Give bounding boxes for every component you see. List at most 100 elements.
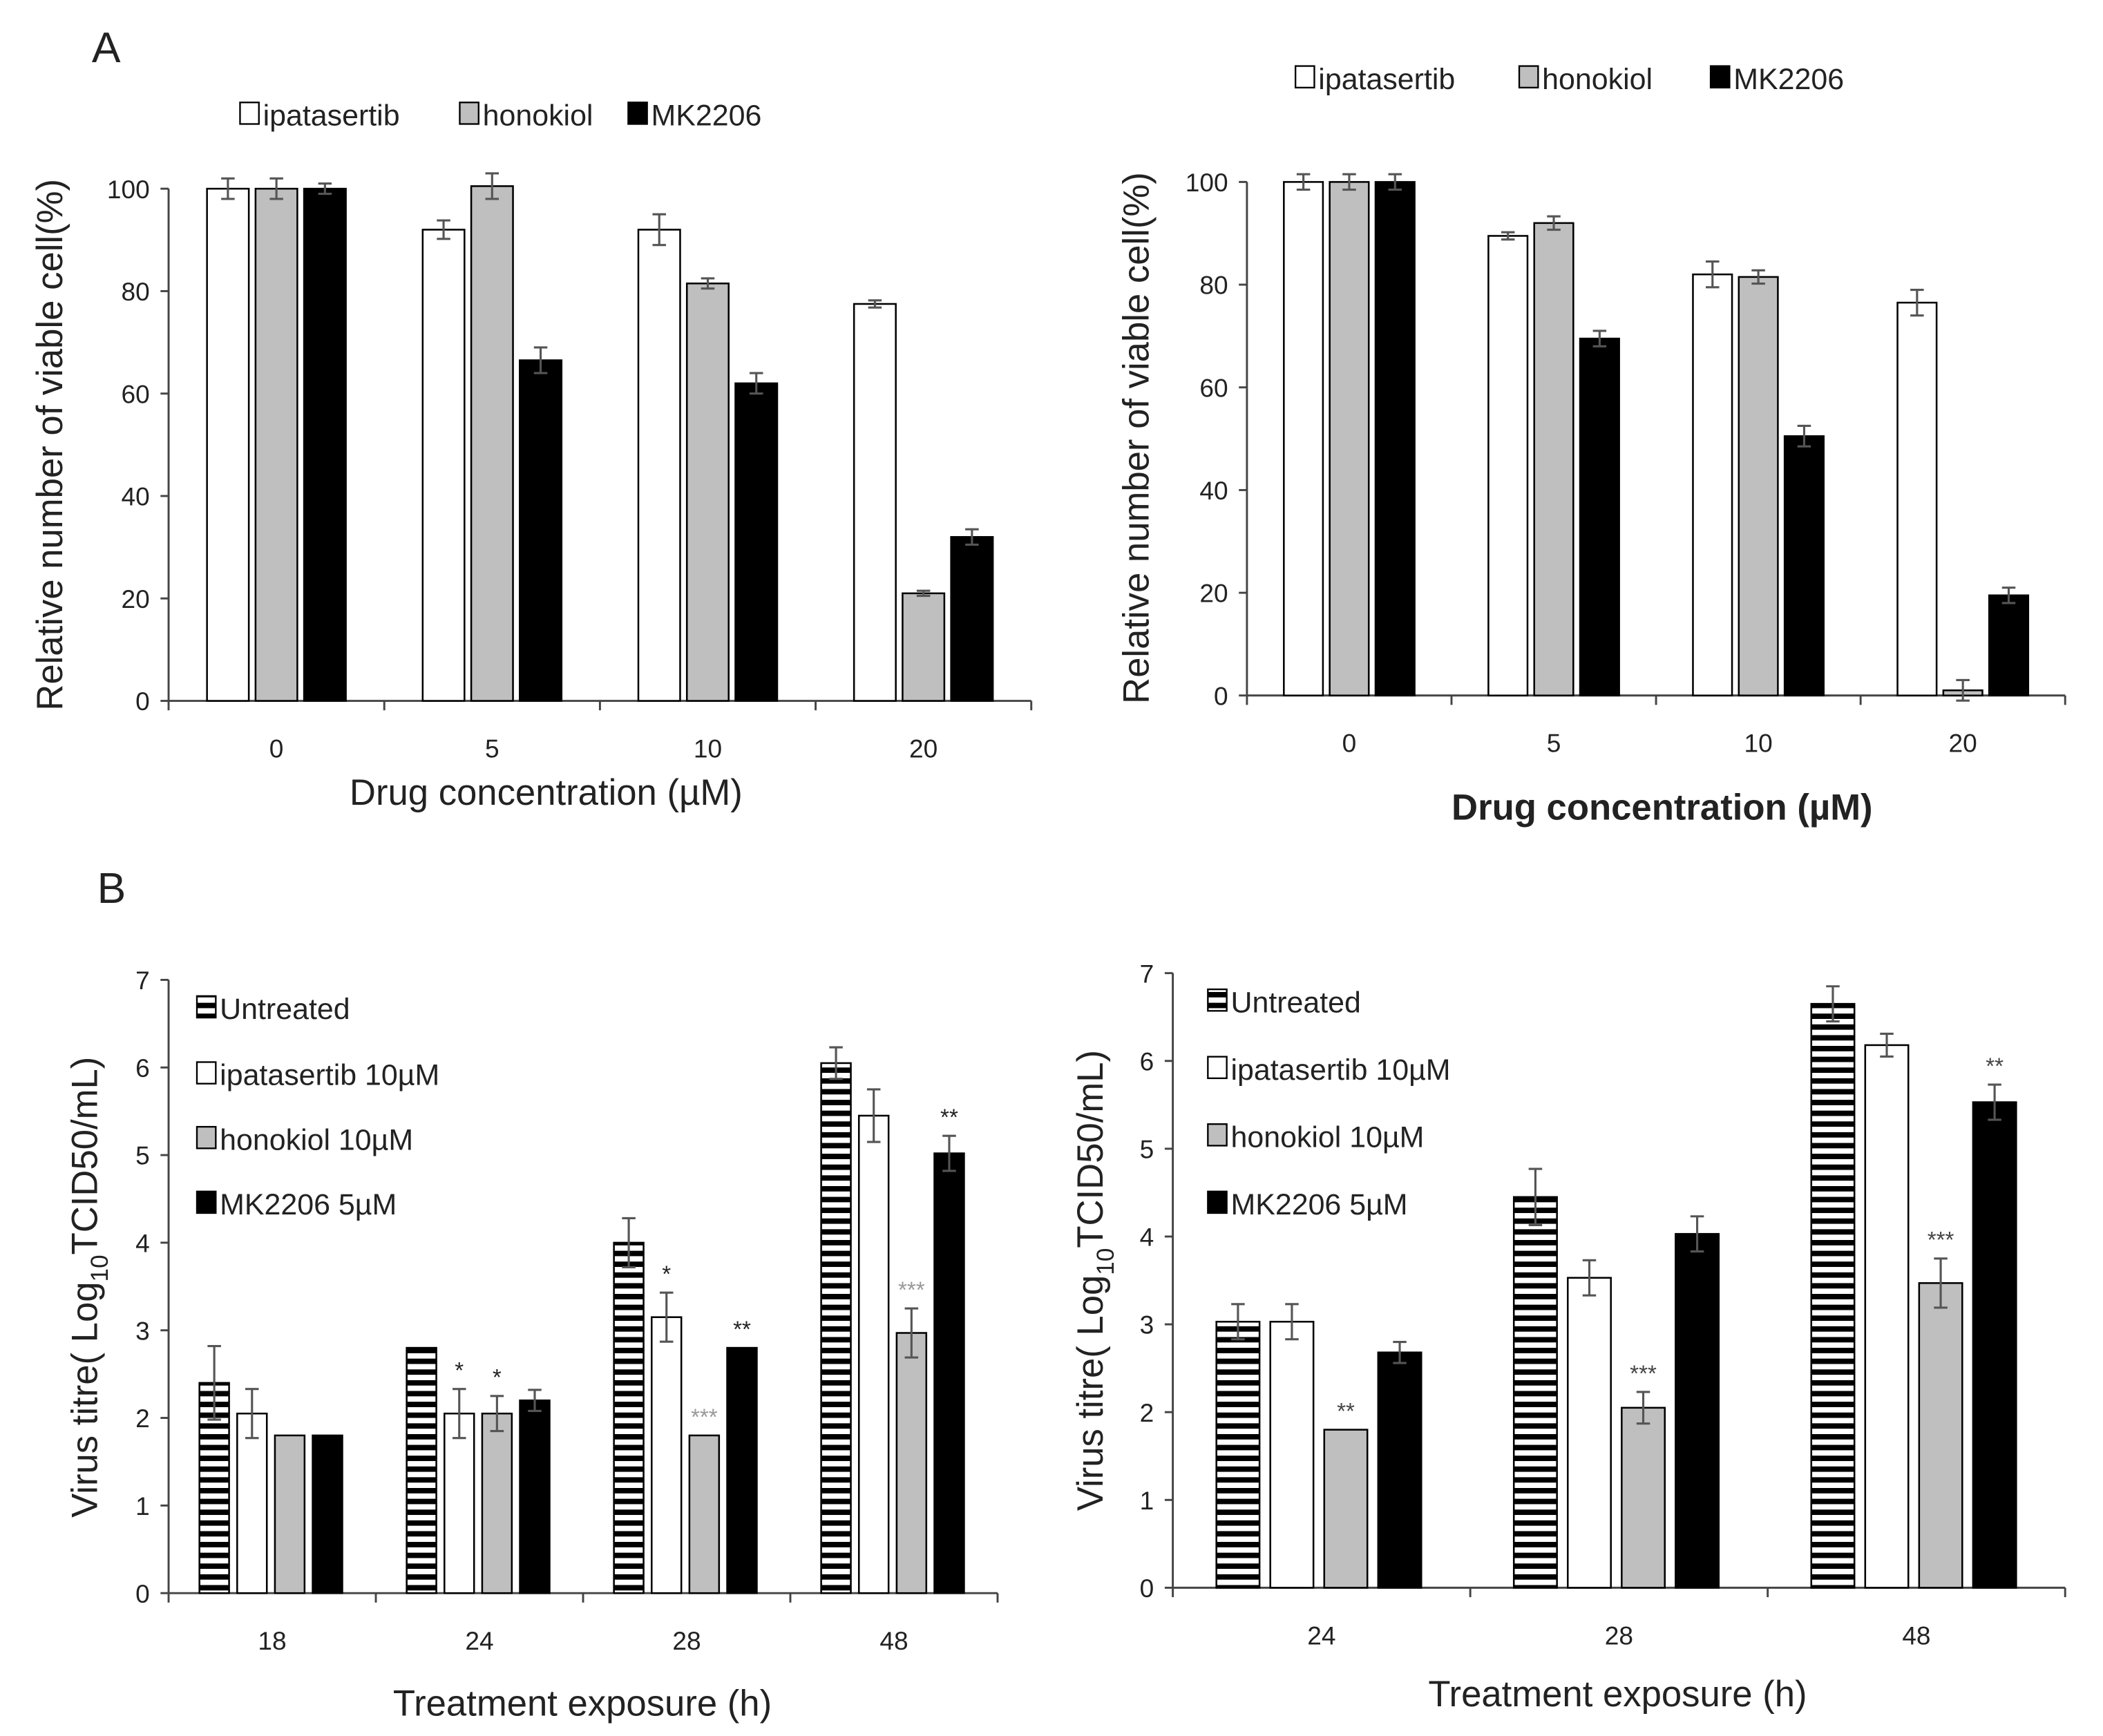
bar-mk2206 [933,1152,965,1594]
x-tick-label: 5 [485,734,499,763]
bar-ipatasertib [1283,181,1324,697]
bar-mk2206 [734,382,779,702]
bar-mk2206 [1675,1232,1720,1589]
legend-swatch [1207,1123,1228,1147]
bar-mk2206 [1972,1101,2017,1589]
y-tick-label: 100 [107,175,150,204]
x-axis-label: Treatment exposure (h) [1428,1674,1807,1715]
y-tick-label: 20 [1199,579,1228,608]
y-axis-label: Virus titre( Log10TCID50/mL) [65,1057,114,1518]
y-tick-label: 6 [1140,1047,1154,1076]
y-tick-label: 40 [121,482,149,511]
legend-swatch [196,1061,217,1085]
y-axis-label-suffix: TCID50/mL) [65,1057,106,1255]
y-tick-label: 1 [1140,1486,1154,1515]
panel-label-a: A [92,23,121,72]
x-tick-label: 48 [879,1626,908,1655]
x-tick-label: 20 [909,734,938,763]
legend-swatch [196,995,217,1019]
bar-untreated [1810,1002,1856,1589]
bar-mk2206 [1374,181,1416,697]
significance-marker: * [493,1365,502,1391]
y-tick-label: 7 [1140,959,1154,988]
y-tick-label: 4 [135,1229,150,1258]
chart-1: 0 20 40 60 80 100 0 5 10 20 ipatasertib honokiol MK2… [30,99,1033,813]
bar-honokiol [902,592,946,702]
y-tick-label: 0 [135,1579,150,1608]
legend-label: ipatasertib 10µM [220,1059,439,1092]
bar-mk2206 [303,187,347,702]
bar-ipatasertib [444,1412,475,1594]
significance-marker: * [455,1358,464,1384]
bar-honokiol [254,187,298,702]
legend-swatch [1207,1056,1228,1080]
bar-untreated [1215,1321,1261,1589]
y-tick-label: 20 [121,584,149,613]
bar-honokiol [685,283,730,702]
bar-honokiol [481,1412,513,1594]
y-axis-label-sub: 10 [86,1255,113,1281]
x-tick-label: 0 [269,734,284,763]
legend-swatch [627,102,648,125]
y-tick-label: 40 [1199,476,1228,505]
y-axis-label: Relative number of viable cell(%) [1116,172,1157,704]
legend-swatch [196,1125,217,1150]
bar-honokiol [1621,1406,1666,1589]
bar-honokiol [1329,181,1370,697]
significance-marker: ** [1337,1399,1355,1424]
bar-ipatasertib [1487,235,1529,697]
legend-swatch [1709,65,1731,88]
bar-ipatasertib [1269,1321,1315,1589]
legend-label: honokiol [483,99,593,132]
bar-honokiol [470,185,514,702]
y-axis-label: Virus titre( Log10TCID50/mL) [1070,1050,1119,1511]
legend-label: honokiol 10µM [1230,1120,1424,1154]
bar-honokiol [1738,276,1779,697]
significance-marker: *** [691,1404,718,1430]
bar-ipatasertib [236,1412,268,1594]
x-tick-label: 10 [694,734,722,763]
significance-marker: ** [733,1317,751,1342]
bar-ipatasertib [1566,1277,1612,1589]
y-tick-label: 4 [1140,1223,1154,1252]
bar-untreated [613,1241,645,1594]
chart-2: 0 20 40 60 80 100 0 5 10 20 ipatasertib honokiol MK2… [1116,63,2066,828]
bar-ipatasertib [1864,1044,1910,1589]
legend-label: honokiol [1542,63,1653,96]
bar-ipatasertib [1896,301,1938,697]
y-tick-label: 0 [1140,1574,1154,1603]
legend-label: MK2206 [651,99,762,132]
significance-marker: *** [898,1277,925,1303]
bar-mk2206 [519,1399,551,1594]
significance-marker: * [662,1262,671,1288]
panel-label-b: B [97,864,126,913]
x-axis-label: Drug concentration (µM) [1452,787,1873,828]
y-tick-label: 80 [121,277,149,306]
x-tick-label: 24 [1307,1621,1335,1650]
y-tick-label: 2 [1140,1398,1154,1427]
significance-marker: ** [1986,1053,2004,1079]
y-axis-label: Relative number of viable cell(%) [30,179,70,711]
bar-ipatasertib [421,229,466,702]
y-tick-label: 100 [1186,168,1228,197]
bar-untreated [406,1346,437,1594]
legend-label: Untreated [1230,986,1360,1019]
x-tick-label: 0 [1342,729,1357,758]
legend-label: MK2206 [1733,63,1844,96]
legend-label: Untreated [220,993,350,1026]
bar-mk2206 [950,536,994,702]
y-tick-label: 3 [135,1316,150,1345]
y-tick-label: 60 [121,379,149,408]
legend-label: MK2206 5µM [220,1188,397,1221]
y-tick-label: 3 [1140,1310,1154,1339]
significance-marker: ** [940,1105,958,1131]
legend-swatch [1518,65,1539,88]
bar-honokiol [688,1434,721,1594]
y-axis-label-suffix: TCID50/mL) [1070,1050,1111,1248]
bar-untreated [820,1062,852,1594]
bar-mk2206 [1783,435,1825,697]
x-tick-label: 48 [1902,1621,1930,1650]
